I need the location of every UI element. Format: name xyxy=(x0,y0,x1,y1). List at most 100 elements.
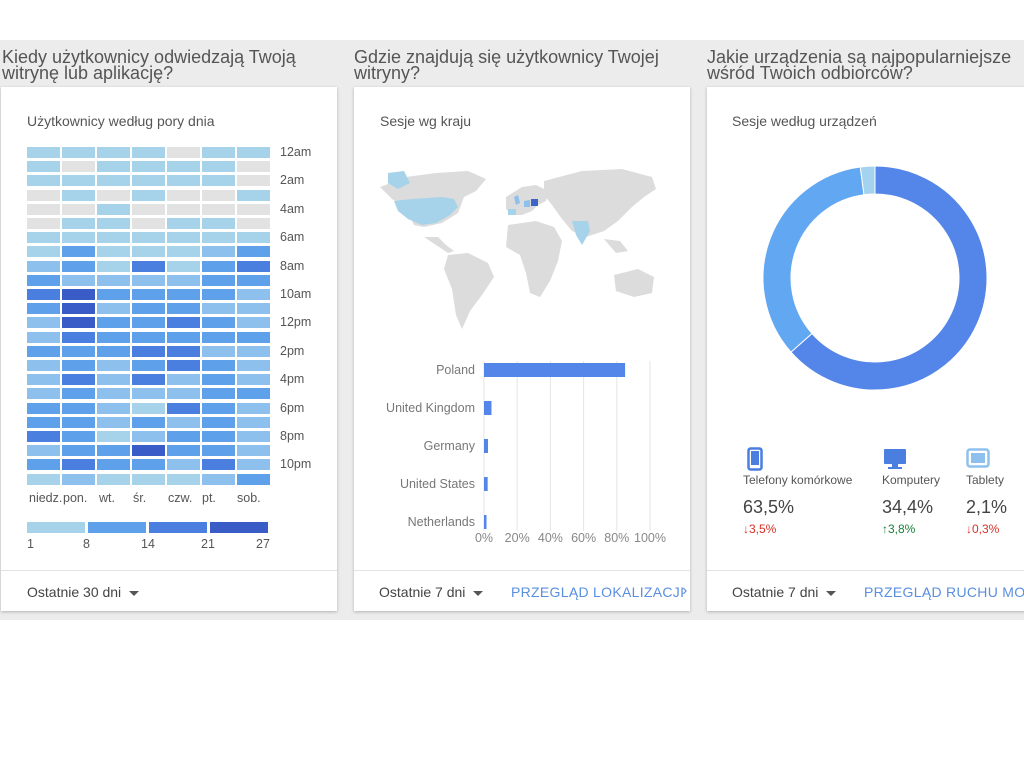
heatmap-cell xyxy=(237,473,270,485)
category-label: United States xyxy=(400,477,475,491)
heatmap-cell xyxy=(132,473,165,485)
heatmap-cell xyxy=(202,260,235,272)
heatmap-cell xyxy=(167,274,200,286)
heatmap-cell xyxy=(202,303,235,315)
devices-range-dropdown[interactable]: Ostatnie 7 dni xyxy=(732,584,837,600)
country-range-dropdown[interactable]: Ostatnie 7 dni xyxy=(379,584,484,600)
heatmap-cell xyxy=(202,203,235,215)
heatmap-cell xyxy=(167,459,200,471)
heatmap-cell xyxy=(132,388,165,400)
arrow-down-icon: ↓ xyxy=(966,522,972,536)
map-australia xyxy=(614,269,654,297)
x-tick-label: 20% xyxy=(505,531,530,545)
heatmap-cell xyxy=(62,374,95,386)
heatmap-cell xyxy=(27,289,60,300)
map-europe xyxy=(506,185,548,215)
world-map[interactable] xyxy=(376,165,666,335)
day-label: czw. xyxy=(168,491,193,505)
heatmap-cell xyxy=(132,218,165,229)
heatmap-cell xyxy=(27,303,60,315)
heatmap-cell xyxy=(27,147,60,158)
day-label: pt. xyxy=(202,491,216,505)
mobile-label: Telefony komórkowe xyxy=(743,473,853,487)
heatmap-cell xyxy=(202,274,235,286)
donut-slice[interactable] xyxy=(762,166,865,353)
heatmap-cell xyxy=(62,473,95,485)
heatmap-cell xyxy=(97,345,130,357)
hour-label: 2pm xyxy=(280,343,305,358)
category-label: Poland xyxy=(436,363,475,377)
legend-label: 14 xyxy=(141,537,155,551)
bar[interactable] xyxy=(484,363,626,377)
heatmap-cell xyxy=(97,388,130,400)
heatmap-cell xyxy=(132,274,165,286)
hour-label: 10pm xyxy=(280,457,312,472)
heatmap-cell xyxy=(27,218,60,229)
heatmap-cell xyxy=(97,360,130,371)
heatmap-cell xyxy=(202,289,235,300)
heatmap-cell xyxy=(62,189,95,201)
heatmap-cell xyxy=(237,147,270,158)
heatmap-cell xyxy=(27,388,60,400)
mobile-traffic-overview-link[interactable]: PRZEGLĄD RUCHU MOBIL xyxy=(864,584,1024,600)
heatmap-cell xyxy=(62,331,95,343)
heatmap-cell xyxy=(62,161,95,173)
devices-card-title: Sesje według urządzeń xyxy=(732,113,877,129)
heatmap-cell xyxy=(62,218,95,229)
tablet-label: Tablety xyxy=(966,473,1005,487)
heatmap-cell xyxy=(27,246,60,258)
x-tick-label: 0% xyxy=(475,531,493,545)
donut-slice[interactable] xyxy=(790,165,988,391)
bar[interactable] xyxy=(484,439,488,453)
hour-label: 8pm xyxy=(280,429,305,443)
heatmap-cell xyxy=(237,260,270,272)
heatmap-cell xyxy=(97,260,130,272)
heatmap-cell xyxy=(167,388,200,400)
heatmap-cell xyxy=(132,147,165,158)
heatmap-cell xyxy=(202,360,235,371)
mobile-value: 63,5% xyxy=(743,497,795,517)
heatmap-cell xyxy=(202,388,235,400)
map-southeast-asia xyxy=(604,239,628,253)
hour-label: 10am xyxy=(280,287,312,301)
heatmap-cell xyxy=(97,246,130,258)
heatmap-cell xyxy=(97,274,130,286)
donut-slice[interactable] xyxy=(859,165,876,196)
heatmap-cell xyxy=(97,218,130,229)
map-india xyxy=(572,221,590,245)
hour-label: 2am xyxy=(280,173,305,188)
divider xyxy=(707,570,1024,571)
bar[interactable] xyxy=(484,515,487,529)
map-south-america xyxy=(444,253,494,329)
legend-label: 1 xyxy=(27,537,34,551)
heatmap-cell xyxy=(132,416,165,428)
map-germany xyxy=(524,200,530,207)
tablet-change: ↓0,3% xyxy=(966,522,1000,536)
heatmap-cell xyxy=(167,232,200,244)
day-label: śr. xyxy=(133,491,147,505)
bar[interactable] xyxy=(484,401,492,415)
locations-overview-link[interactable]: PRZEGLĄD LOKALIZACJI xyxy=(511,584,685,600)
heatmap-cell xyxy=(62,416,95,428)
desktop-change: ↑3,8% xyxy=(882,522,916,536)
time-card-title: Użytkownicy według pory dnia xyxy=(27,113,215,129)
time-range-dropdown[interactable]: Ostatnie 30 dni xyxy=(27,584,140,600)
heatmap-cell xyxy=(167,345,200,357)
heatmap-cell xyxy=(97,374,130,386)
heatmap-cell xyxy=(202,331,235,343)
map-alaska xyxy=(388,171,410,189)
heatmap-cell xyxy=(27,402,60,414)
heatmap-cell xyxy=(27,232,60,244)
heatmap-cell xyxy=(62,459,95,471)
heatmap-cell xyxy=(62,246,95,258)
devices-card: Sesje według urządzeń Telefony komórkowe… xyxy=(707,87,1024,611)
heatmap-cell xyxy=(132,345,165,357)
next-arrow-icon[interactable]: › xyxy=(682,582,688,599)
heatmap-cell xyxy=(167,147,200,158)
hour-label: 6pm xyxy=(280,400,305,415)
heatmap-cell xyxy=(62,445,95,457)
heatmap-cell xyxy=(97,459,130,471)
bar[interactable] xyxy=(484,477,488,491)
legend-swatch xyxy=(149,522,207,533)
heatmap-cell xyxy=(237,232,270,244)
